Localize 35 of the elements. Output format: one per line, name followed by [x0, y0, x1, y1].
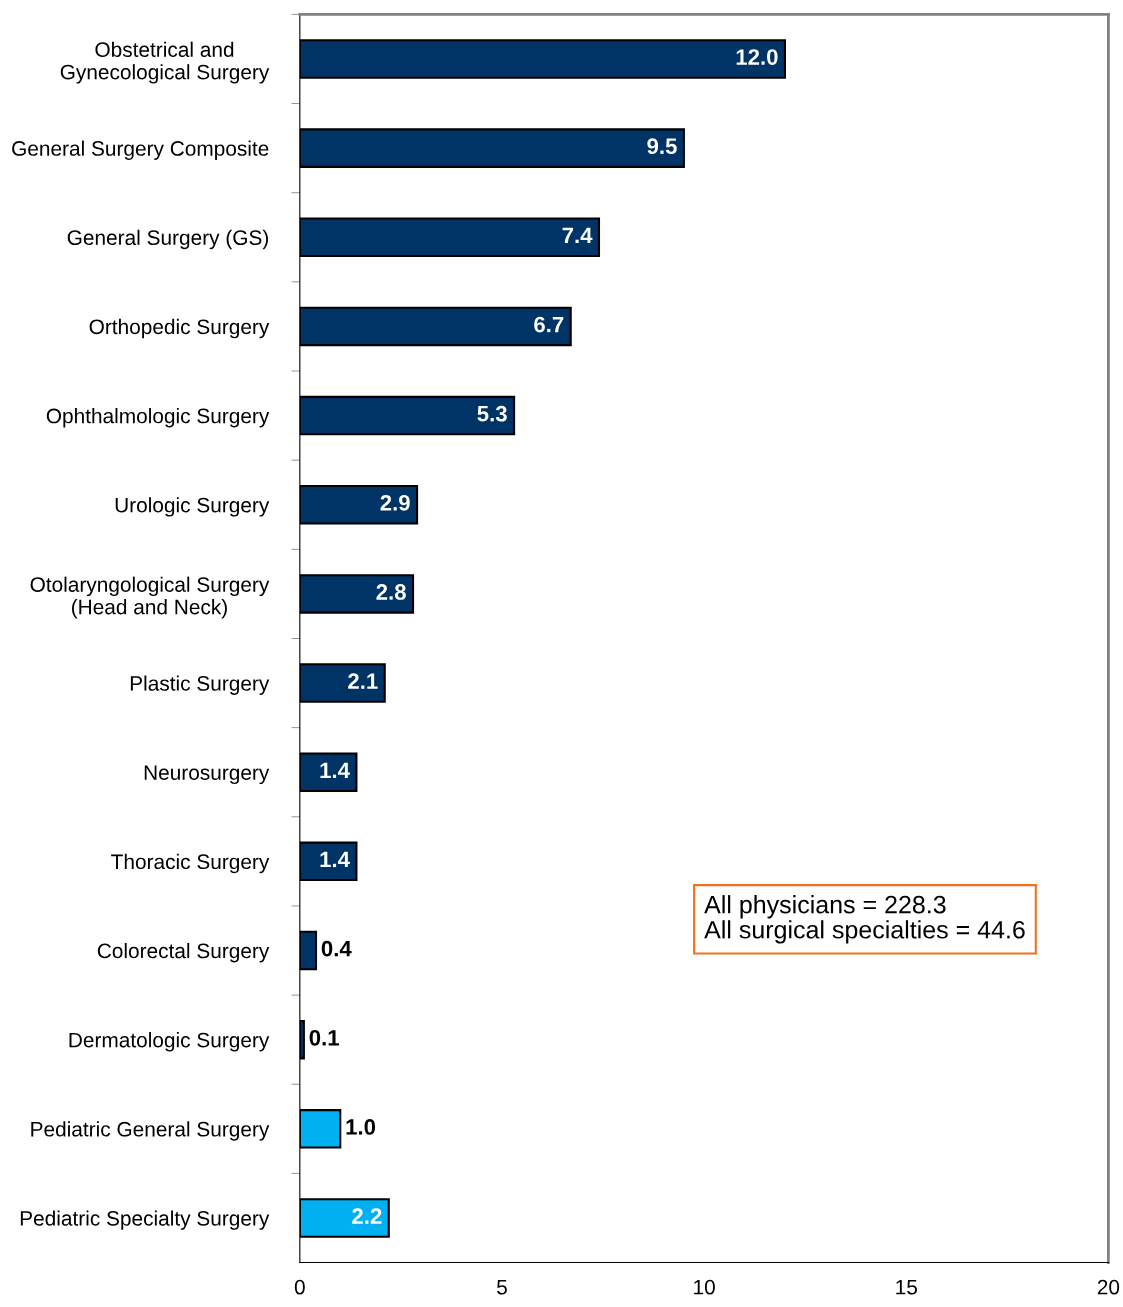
x-tick-label: 20: [1097, 1279, 1120, 1295]
y-tick-label: Plastic Surgery: [130, 675, 270, 695]
data-label: 0.1: [309, 1029, 340, 1046]
y-tick-label: Otolaryngological Surgery (Head and Neck): [30, 576, 270, 619]
y-tick-label: Ophthalmologic Surgery: [46, 408, 270, 428]
y-tick-label: Orthopedic Surgery: [89, 318, 270, 339]
annotation: All surgical specialties = 44.6: [704, 920, 1025, 944]
y-tick-label: General Surgery (GS): [67, 229, 268, 250]
y-tick-label: Dermatologic Surgery: [69, 1032, 270, 1052]
y-tick-label: Pediatric Specialty Surgery: [20, 1210, 270, 1230]
y-tick-label: Thoracic Surgery: [111, 853, 270, 874]
data-label: 1.4: [320, 762, 350, 778]
y-tick-label: General Surgery Composite: [12, 140, 269, 160]
data-label: 12.0: [736, 49, 778, 65]
data-label: 7.4: [562, 227, 593, 244]
data-label: 2.2: [352, 1208, 382, 1224]
y-tick-label: Neurosurgery: [144, 765, 270, 785]
data-label: 2.9: [380, 494, 410, 511]
x-tick-label: 10: [694, 1279, 715, 1295]
data-label: 9.5: [647, 138, 677, 155]
data-label: 6.7: [534, 316, 564, 333]
x-tick-label: 5: [497, 1279, 507, 1295]
data-label: 1.0: [346, 1119, 376, 1135]
y-tick-label: Pediatric General Surgery: [31, 1121, 270, 1141]
data-label: 2.1: [348, 673, 378, 689]
data-label: 1.4: [320, 851, 350, 868]
y-tick-label: Obstetrical and Gynecological Surgery: [60, 41, 270, 84]
data-label: 2.8: [376, 584, 406, 600]
y-tick-label: Colorectal Surgery: [97, 942, 270, 963]
x-tick-label: 0: [294, 1279, 305, 1295]
x-tick-label: 15: [896, 1279, 917, 1295]
y-tick-label: Urologic Surgery: [115, 497, 270, 517]
data-label: 5.3: [477, 405, 507, 422]
annotation: All physicians = 228.3: [704, 895, 946, 919]
data-label: 0.4: [321, 940, 352, 957]
